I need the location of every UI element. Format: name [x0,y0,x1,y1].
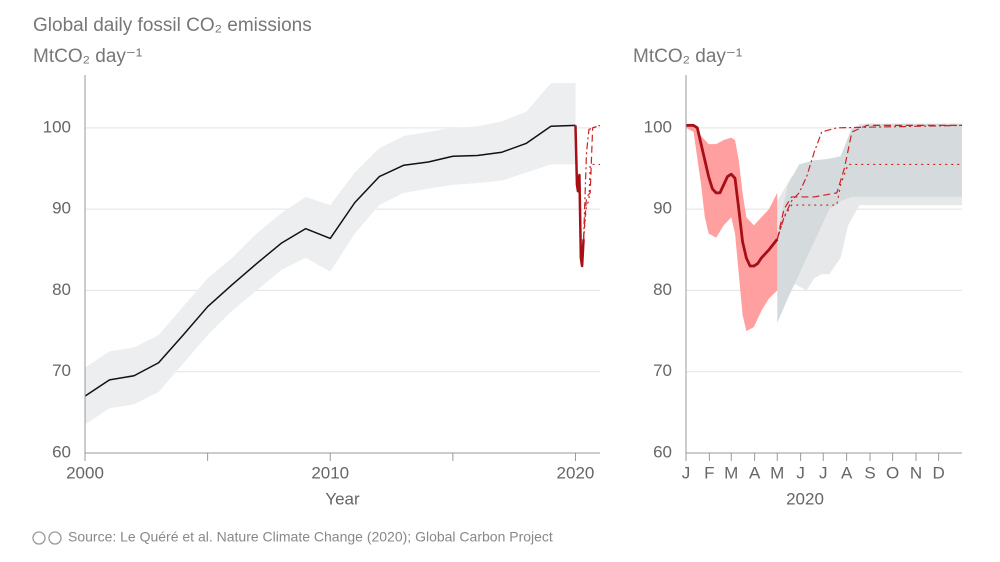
cc-icons [32,531,62,545]
y-tick-label: 60 [653,442,672,461]
x-tick-label: M [770,463,784,482]
x-tick-label: J [819,463,828,482]
line [574,125,585,268]
x-tick-label: 2000 [66,463,104,482]
uncertainty-band [85,83,576,425]
x-tick-label: S [864,463,875,482]
y-tick-label: 70 [653,361,672,380]
x-tick-label: O [886,463,899,482]
x-tick-label: 2020 [557,463,595,482]
y-tick-label: 90 [653,199,672,218]
chart-title: Global daily fossil CO₂ emissions [33,15,312,36]
y-tick-label: 60 [52,442,71,461]
y-axis-label: MtCO₂ day⁻¹ [33,46,142,67]
x-tick-label: F [704,463,714,482]
x-tick-label: A [841,463,853,482]
line [776,124,962,240]
line [582,163,600,240]
line [582,124,601,240]
y-tick-label: 100 [43,117,71,136]
y-axis-label: MtCO₂ day⁻¹ [633,46,742,67]
x-tick-label: N [910,463,922,482]
x-axis-label: Year [325,489,360,508]
line [686,124,779,268]
y-tick-label: 100 [644,117,672,136]
source: Source: Le Quéré et al. Nature Climate C… [68,529,553,545]
y-tick-label: 80 [653,280,672,299]
line [84,124,576,397]
y-tick-label: 70 [52,361,71,380]
y-tick-label: 90 [52,199,71,218]
x-tick-label: A [749,463,761,482]
x-tick-label: M [724,463,738,482]
x-tick-label: 2010 [311,463,349,482]
uncertainty-band [686,123,778,332]
x-tick-label: J [682,463,691,482]
uncertainty-band [777,123,962,323]
x-tick-label: D [932,463,944,482]
line [582,124,601,240]
y-tick-label: 80 [52,280,71,299]
x-tick-label: J [796,463,805,482]
x-axis-label: 2020 [786,489,824,508]
